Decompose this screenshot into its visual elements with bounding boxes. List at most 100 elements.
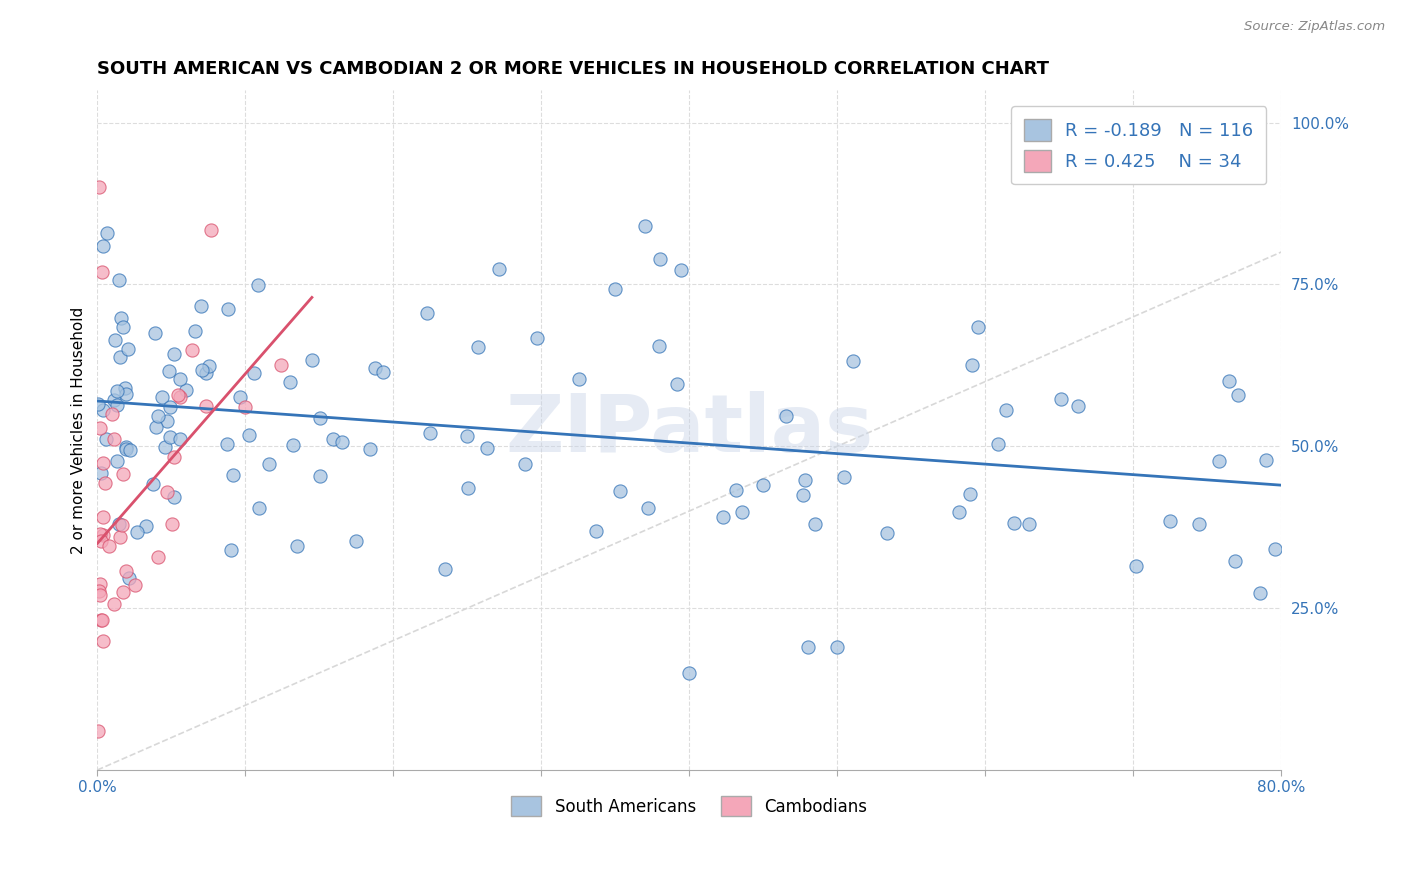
Point	[90, 264, 112, 278]
Point	[724, 483, 747, 497]
Point	[194, 399, 217, 413]
Point	[270, 359, 292, 373]
Point	[804, 516, 827, 531]
Text: ZIPatlas: ZIPatlas	[505, 391, 873, 469]
Point	[1187, 517, 1209, 532]
Legend: South Americans, Cambodians: South Americans, Cambodians	[505, 789, 875, 822]
Point	[87, 180, 110, 194]
Point	[215, 437, 238, 451]
Point	[89, 588, 111, 602]
Point	[775, 409, 797, 424]
Point	[114, 381, 136, 395]
Point	[103, 432, 125, 446]
Point	[1125, 558, 1147, 573]
Point	[150, 390, 173, 404]
Point	[110, 310, 132, 325]
Point	[191, 362, 214, 376]
Point	[419, 426, 441, 441]
Point	[948, 505, 970, 519]
Point	[107, 273, 129, 287]
Point	[308, 411, 330, 425]
Point	[966, 320, 988, 334]
Point	[243, 366, 266, 380]
Point	[108, 350, 131, 364]
Point	[169, 390, 191, 404]
Point	[146, 409, 169, 424]
Point	[96, 432, 118, 446]
Point	[1249, 586, 1271, 600]
Point	[364, 360, 387, 375]
Point	[87, 723, 110, 738]
Point	[153, 440, 176, 454]
Point	[111, 517, 134, 532]
Point	[103, 597, 125, 611]
Point	[467, 340, 489, 354]
Point	[456, 429, 478, 443]
Point	[238, 428, 260, 442]
Point	[115, 387, 138, 401]
Point	[278, 375, 301, 389]
Point	[1159, 515, 1181, 529]
Point	[247, 500, 270, 515]
Point	[125, 524, 148, 539]
Point	[222, 467, 245, 482]
Point	[112, 319, 135, 334]
Point	[609, 483, 631, 498]
Point	[792, 488, 814, 502]
Point	[793, 473, 815, 487]
Point	[301, 353, 323, 368]
Point	[90, 613, 112, 627]
Point	[93, 239, 115, 253]
Y-axis label: 2 or more Vehicles in Household: 2 or more Vehicles in Household	[72, 307, 86, 554]
Point	[285, 539, 308, 553]
Point	[105, 453, 128, 467]
Point	[91, 528, 114, 542]
Point	[110, 530, 132, 544]
Point	[960, 358, 983, 372]
Point	[117, 342, 139, 356]
Text: Source: ZipAtlas.com: Source: ZipAtlas.com	[1244, 20, 1385, 33]
Point	[669, 262, 692, 277]
Point	[163, 450, 186, 464]
Point	[1227, 387, 1250, 401]
Point	[174, 383, 197, 397]
Text: SOUTH AMERICAN VS CAMBODIAN 2 OR MORE VEHICLES IN HOUSEHOLD CORRELATION CHART: SOUTH AMERICAN VS CAMBODIAN 2 OR MORE VE…	[97, 60, 1049, 78]
Point	[995, 402, 1018, 417]
Point	[105, 384, 128, 398]
Point	[415, 305, 437, 319]
Point	[434, 562, 457, 576]
Point	[229, 390, 252, 404]
Point	[91, 403, 114, 417]
Point	[665, 377, 688, 392]
Point	[112, 467, 135, 482]
Point	[832, 469, 855, 483]
Point	[145, 419, 167, 434]
Point	[169, 372, 191, 386]
Point	[91, 634, 114, 648]
Point	[142, 477, 165, 491]
Point	[89, 420, 111, 434]
Point	[156, 414, 179, 428]
Point	[585, 524, 607, 538]
Point	[89, 467, 111, 481]
Point	[217, 301, 239, 316]
Point	[190, 299, 212, 313]
Point	[108, 517, 131, 532]
Point	[90, 533, 112, 548]
Point	[163, 347, 186, 361]
Point	[87, 584, 110, 599]
Point	[648, 252, 671, 266]
Point	[730, 505, 752, 519]
Point	[330, 435, 353, 450]
Point	[114, 440, 136, 454]
Point	[118, 443, 141, 458]
Point	[1050, 392, 1073, 406]
Point	[825, 640, 848, 654]
Point	[634, 219, 657, 234]
Point	[200, 223, 222, 237]
Point	[359, 442, 381, 456]
Point	[513, 457, 536, 471]
Point	[219, 543, 242, 558]
Point	[1218, 374, 1240, 388]
Point	[167, 388, 190, 402]
